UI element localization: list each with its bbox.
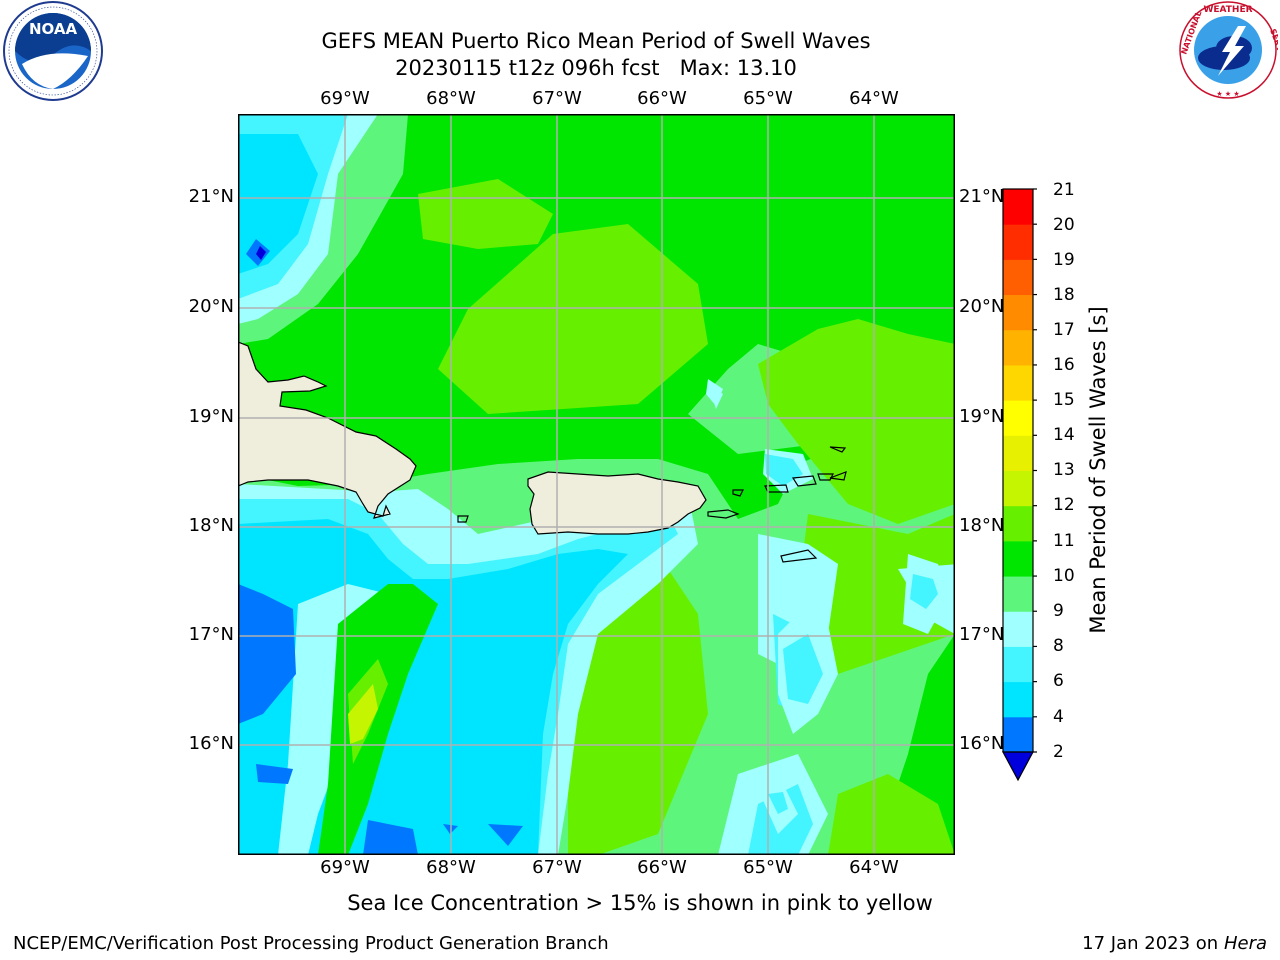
colorbar-label: 11: [1053, 531, 1075, 551]
nws-logo-icon: WEATHER NATIONAL SERVICE ★ ★ ★: [1179, 1, 1278, 99]
lat-label-left: 19°N: [188, 406, 234, 427]
colorbar-title: Mean Period of Swell Waves [s]: [1086, 306, 1110, 634]
footer-date-text: 17 Jan 2023 on: [1082, 933, 1224, 954]
colorbar-label: 17: [1053, 320, 1075, 340]
swell-field-10-11s-tongue: [318, 584, 438, 854]
colorbar-segment: [1003, 681, 1033, 718]
colorbar-segment: [1003, 576, 1033, 612]
colorbar-segment: [1003, 224, 1033, 260]
colorbar-label: 15: [1053, 390, 1075, 410]
colorbar-segment: [1003, 329, 1033, 366]
small-islands: [457, 446, 847, 563]
colorbar-label: 13: [1053, 460, 1075, 480]
colorbar-segment: [1003, 540, 1033, 577]
lat-label-left: 16°N: [188, 733, 234, 754]
colorbar-label: 14: [1053, 425, 1075, 445]
lat-label-right: 16°N: [959, 733, 1005, 754]
map-frame: [238, 114, 955, 855]
chart-title: GEFS MEAN Puerto Rico Mean Period of Swe…: [321, 29, 871, 53]
svg-text:NOAA: NOAA: [29, 20, 78, 38]
swell-field-below-2s: [256, 246, 266, 260]
colorbar-segment: [1003, 259, 1033, 296]
colorbar-label: 16: [1053, 355, 1075, 375]
lon-label-bottom: 68°W: [426, 857, 476, 878]
colorbar-label: 21: [1053, 180, 1075, 200]
sea-ice-note: Sea Ice Concentration > 15% is shown in …: [347, 891, 933, 915]
lon-label-top: 68°W: [426, 88, 476, 109]
colorbar-label: 19: [1053, 250, 1075, 270]
lat-label-right: 18°N: [959, 515, 1005, 536]
colorbar-segment: [1003, 646, 1033, 683]
footer-host: Hera: [1223, 933, 1267, 954]
swell-period-map: [238, 114, 955, 855]
colorbar-label: 10: [1053, 566, 1075, 586]
lat-label-left: 18°N: [188, 515, 234, 536]
lat-label-right: 21°N: [959, 186, 1005, 207]
svg-text:WEATHER: WEATHER: [1203, 5, 1252, 15]
colorbar-segment: [1003, 611, 1033, 647]
colorbar: [1001, 188, 1037, 782]
footer-date: 17 Jan 2023 on Hera: [1082, 933, 1267, 954]
colorbar-label: 8: [1053, 636, 1064, 656]
lon-label-top: 66°W: [637, 88, 687, 109]
chart-subtitle-forecast: 20230115 t12z 096h fcst Max: 13.10: [395, 56, 797, 80]
lat-label-left: 21°N: [188, 186, 234, 207]
svg-text:★ ★ ★: ★ ★ ★: [1216, 90, 1239, 98]
colorbar-segment: [1003, 294, 1033, 331]
lon-label-top: 65°W: [743, 88, 793, 109]
lat-label-right: 19°N: [959, 406, 1005, 427]
lon-label-bottom: 64°W: [849, 857, 899, 878]
land-hispaniola: [239, 341, 417, 519]
graticule: [239, 115, 954, 854]
colorbar-segment: [1003, 400, 1033, 436]
noaa-logo-icon: NOAA: [3, 1, 103, 101]
colorbar-label: 2: [1053, 742, 1064, 762]
colorbar-ticks: [1033, 188, 1037, 753]
colorbar-segment: [1003, 189, 1033, 225]
colorbar-segment: [1003, 364, 1033, 401]
colorbar-extend-arrow: [1001, 751, 1035, 782]
colorbar-segment: [1003, 716, 1033, 753]
swell-field-6-8s-east: [765, 454, 938, 814]
swell-field-2-4s: [239, 239, 523, 854]
colorbar-label: 6: [1053, 671, 1064, 691]
lon-label-top: 64°W: [849, 88, 899, 109]
colorbar-segment: [1003, 470, 1033, 507]
lon-label-top: 69°W: [320, 88, 370, 109]
lat-label-right: 20°N: [959, 296, 1005, 317]
swell-field-12-13s-patch: [348, 684, 378, 744]
lon-label-bottom: 66°W: [637, 857, 687, 878]
lon-label-top: 67°W: [532, 88, 582, 109]
colorbar-label: 12: [1053, 495, 1075, 515]
lat-label-right: 17°N: [959, 624, 1005, 645]
lon-label-bottom: 67°W: [532, 857, 582, 878]
colorbar-segment: [1003, 505, 1033, 542]
colorbar-label: 20: [1053, 215, 1075, 235]
lat-label-left: 17°N: [188, 624, 234, 645]
lon-label-bottom: 65°W: [743, 857, 793, 878]
colorbar-segments: [1003, 189, 1033, 753]
lat-label-left: 20°N: [188, 296, 234, 317]
colorbar-label: 9: [1053, 601, 1064, 621]
footer-branch: NCEP/EMC/Verification Post Processing Pr…: [13, 933, 609, 954]
colorbar-segment: [1003, 435, 1033, 471]
lon-label-bottom: 69°W: [320, 857, 370, 878]
colorbar-label: 4: [1053, 707, 1064, 727]
colorbar-label: 18: [1053, 285, 1075, 305]
